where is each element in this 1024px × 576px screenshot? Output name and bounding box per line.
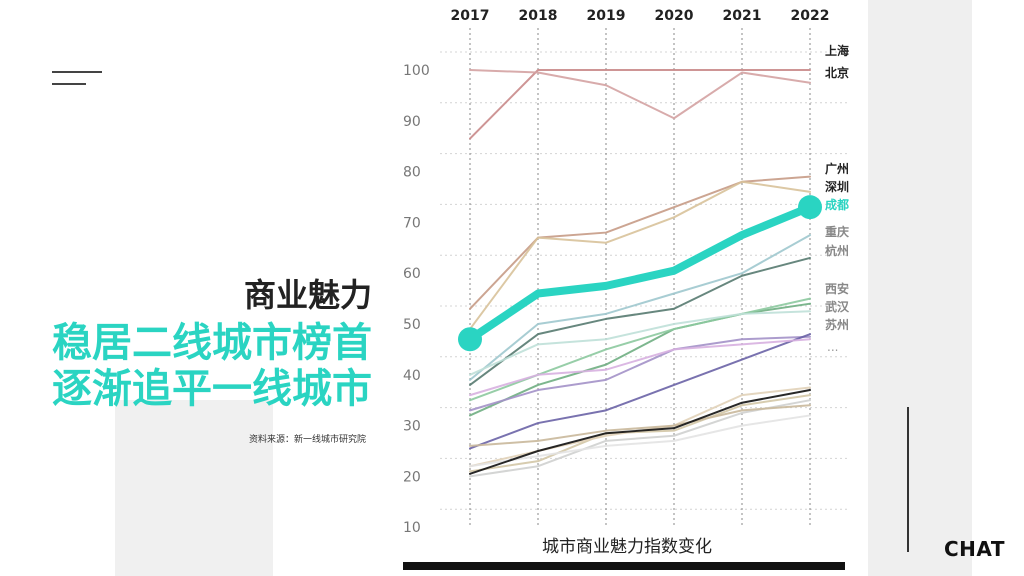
- legend: 上海北京广州深圳成都重庆杭州西安武汉苏州...: [825, 43, 850, 354]
- legend-entry: 深圳: [825, 179, 849, 194]
- x-tick-label: 2019: [587, 8, 626, 24]
- series-line-成都: [466, 203, 814, 344]
- y-tick-label: 70: [403, 215, 421, 231]
- x-tick-label: 2022: [791, 8, 830, 24]
- headline-line-2: 逐渐追平一线城市: [52, 365, 372, 412]
- series-line: [469, 399, 811, 478]
- y-axis: 10 20 30 40 50 60 70 80 90 100: [403, 63, 430, 536]
- series-line-苏州: [469, 335, 811, 412]
- decorative-block-left: [115, 400, 273, 576]
- y-tick-label: 40: [403, 368, 421, 384]
- legend-entry: 西安: [825, 281, 849, 296]
- series-line: [469, 414, 811, 468]
- series-line-北京: [469, 69, 811, 120]
- x-axis: 2017 2018 2019 2020 2021 2022: [451, 8, 830, 24]
- y-tick-label: 10: [403, 520, 421, 536]
- legend-entry: 武汉: [825, 299, 850, 314]
- legend-ellipsis: ...: [827, 340, 838, 354]
- chart-background: [395, 0, 860, 576]
- y-tick-label: 80: [403, 165, 421, 181]
- series-line-广州: [469, 175, 811, 310]
- y-tick-label: 30: [403, 419, 421, 435]
- data-source-note: 资料来源：新一线城市研究院: [248, 435, 366, 445]
- series-layer: [458, 69, 822, 478]
- y-tick-label: 50: [403, 317, 421, 333]
- x-tick-label: 2020: [655, 8, 694, 24]
- y-tick-label: 90: [403, 114, 421, 130]
- series-line-上海: [469, 69, 811, 140]
- x-axis-label: 城市商业魅力指数变化: [542, 537, 712, 557]
- menu-icon[interactable]: [52, 71, 102, 87]
- chart-baseline-bar: [403, 562, 845, 570]
- series-line-深圳: [469, 180, 811, 331]
- legend-entry: 成都: [825, 197, 849, 212]
- x-tick-label: 2021: [723, 8, 762, 24]
- grid-layer: [440, 28, 850, 528]
- series-line: [469, 310, 811, 376]
- legend-entry: 重庆: [825, 224, 849, 239]
- highlight-end-point: [798, 195, 822, 220]
- legend-entry: 广州: [825, 161, 849, 176]
- line-chart: 10 20 30 40 50 60 70 80 90 100 2017 2018 2019 2020 20…: [395, 0, 860, 576]
- series-line-杭州: [469, 234, 811, 381]
- highlight-start-point: [458, 327, 482, 352]
- decorative-block-right: [868, 0, 972, 576]
- menu-icon-line-top: [52, 71, 102, 73]
- brand-logo: CHAT: [944, 537, 1005, 561]
- legend-entry: 北京: [825, 65, 849, 80]
- series-line: [469, 394, 811, 473]
- series-line: [469, 404, 811, 447]
- series-line: [469, 333, 811, 450]
- legend-entry: 上海: [825, 43, 849, 58]
- x-tick-label: 2018: [519, 8, 558, 24]
- legend-entry: 苏州: [825, 317, 849, 332]
- y-tick-label: 100: [403, 63, 430, 79]
- headline-line-1: 稳居二线城市榜首: [52, 319, 372, 366]
- y-tick-label: 60: [403, 266, 421, 282]
- series-line: [469, 389, 811, 475]
- menu-icon-line-bottom: [52, 83, 86, 85]
- vertical-divider: [907, 407, 909, 552]
- legend-entry: 杭州: [825, 243, 849, 258]
- series-line-重庆: [469, 256, 811, 386]
- x-tick-label: 2017: [451, 8, 490, 24]
- section-title: 商业魅力: [243, 276, 372, 314]
- series-line: [469, 338, 811, 397]
- y-tick-label: 20: [403, 469, 421, 485]
